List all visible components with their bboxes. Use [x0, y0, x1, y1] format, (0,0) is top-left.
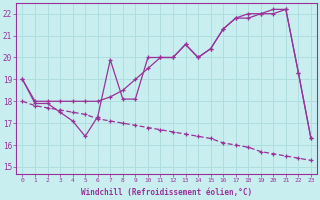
X-axis label: Windchill (Refroidissement éolien,°C): Windchill (Refroidissement éolien,°C) [81, 188, 252, 197]
